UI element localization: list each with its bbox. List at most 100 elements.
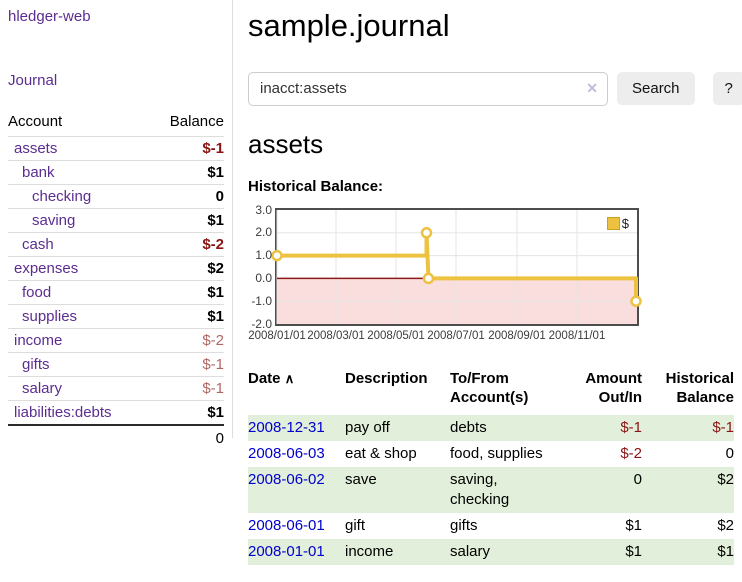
account-balance: $-1 — [149, 376, 224, 401]
col-balance: Historical Balance — [665, 369, 734, 406]
account-link[interactable]: expenses — [14, 260, 79, 277]
y-tick-label: 0.0 — [255, 271, 272, 286]
account-link[interactable]: liabilities:debts — [14, 404, 112, 421]
account-name-cell: bank — [8, 160, 150, 185]
y-tick-label: 3.0 — [255, 202, 272, 217]
txn-amount: $1 — [625, 542, 642, 560]
account-row: liabilities:debts $1 — [8, 400, 224, 426]
x-tick-label: 2008/09/01 — [488, 329, 546, 342]
txn-date-cell: 2008-06-03 — [248, 441, 345, 467]
account-link[interactable]: checking — [32, 188, 92, 205]
account-balance: $1 — [149, 160, 224, 185]
txn-description: gift — [345, 516, 366, 534]
account-row: expenses $2 — [8, 256, 224, 281]
account-name-cell: cash — [8, 232, 150, 257]
account-row: food $1 — [8, 280, 224, 305]
account-name-cell: supplies — [8, 304, 150, 329]
account-balance: $1 — [149, 280, 224, 305]
chart-label: Historical Balance: — [248, 177, 384, 195]
account-row: salary $-1 — [8, 376, 224, 401]
txn-accounts: saving, checking — [450, 470, 510, 508]
txn-balance: $-1 — [712, 418, 734, 436]
txn-date-cell: 2008-06-02 — [248, 467, 345, 513]
account-row: supplies $1 — [8, 304, 224, 329]
account-balance: $-2 — [149, 232, 224, 257]
txn-accounts: salary — [450, 542, 491, 560]
chart-canvas — [271, 209, 642, 324]
x-tick-label: 2008/01/01 — [248, 329, 306, 342]
txn-amount: 0 — [633, 470, 642, 488]
txn-accounts: food, supplies — [450, 444, 543, 462]
txn-date-link[interactable]: 2008-06-02 — [248, 470, 325, 488]
account-balance: $1 — [149, 400, 224, 426]
txn-balance: $2 — [717, 516, 734, 534]
page-title: sample.journal — [248, 8, 450, 43]
legend-swatch-icon — [606, 216, 620, 230]
sidebar-item-journal[interactable]: Journal — [8, 72, 58, 89]
account-balance: $-1 — [149, 352, 224, 377]
account-name-cell: salary — [8, 376, 150, 401]
txn-date-cell: 2008-12-31 — [248, 415, 345, 441]
account-name-cell: liabilities:debts — [8, 400, 150, 426]
accounts-col-balance: Balance — [149, 110, 224, 137]
register-row: 2008-01-01 income salary $1 $1 — [248, 538, 734, 565]
account-row: bank $1 — [8, 160, 224, 185]
account-balance: 0 — [149, 184, 224, 209]
account-row: cash $-2 — [8, 232, 224, 257]
txn-date-cell: 2008-01-01 — [248, 539, 345, 565]
accounts-total-row: 0 — [8, 424, 224, 451]
accounts-table: Account Balance assets $-1 bank $1 — [8, 110, 224, 451]
app-brand-link[interactable]: hledger-web — [8, 8, 91, 25]
account-balance: $-2 — [149, 328, 224, 353]
txn-amount: $-1 — [620, 418, 642, 436]
sidebar: hledger-web Journal Account Balance asse… — [0, 0, 233, 451]
register-row: 2008-06-02 save saving, checking 0 $2 — [248, 466, 734, 513]
account-link[interactable]: income — [14, 332, 63, 349]
txn-amount: $1 — [625, 516, 642, 534]
search-input[interactable] — [248, 71, 608, 106]
account-name-cell: assets — [8, 136, 150, 161]
account-link[interactable]: gifts — [22, 356, 50, 373]
txn-date-link[interactable]: 2008-06-03 — [248, 444, 325, 462]
col-accounts: To/From Account(s) — [450, 369, 529, 406]
account-link[interactable]: saving — [32, 212, 76, 229]
account-link[interactable]: food — [22, 284, 52, 301]
register-row: 2008-06-01 gift gifts $1 $2 — [248, 513, 734, 539]
x-tick-label: 2008/11/01 — [548, 329, 606, 342]
clear-search-icon[interactable]: ✕ — [586, 79, 598, 96]
register-row: 2008-12-31 pay off debts $-1 $-1 — [248, 414, 734, 441]
y-tick-label: 2.0 — [255, 225, 272, 240]
col-description: Description — [345, 369, 428, 387]
account-link[interactable]: assets — [14, 140, 58, 157]
help-button[interactable]: ? — [712, 72, 742, 106]
y-tick-label: -1.0 — [251, 293, 272, 308]
col-amount: Amount Out/In — [585, 369, 642, 406]
account-link[interactable]: salary — [22, 380, 63, 397]
historical-balance-chart: $ 3.0 2.0 1.0 0.0 -1.0 -2.0 2008/01/01 2008/03/… — [248, 202, 734, 344]
txn-accounts: gifts — [450, 516, 478, 534]
account-link[interactable]: supplies — [22, 308, 78, 325]
register-header-row: Date ∧ Description To/From Account(s) Am… — [248, 367, 734, 415]
txn-date-link[interactable]: 2008-01-01 — [248, 542, 325, 560]
account-balance: $-1 — [149, 136, 224, 161]
account-link[interactable]: cash — [22, 236, 54, 253]
account-row: checking 0 — [8, 184, 224, 209]
x-tick-label: 2008/03/01 — [307, 329, 365, 342]
account-name-cell: gifts — [8, 352, 150, 377]
search-button[interactable]: Search — [617, 72, 695, 106]
register-table: Date ∧ Description To/From Account(s) Am… — [248, 367, 734, 565]
x-tick-label: 2008/05/01 — [367, 329, 425, 342]
txn-date-link[interactable]: 2008-06-01 — [248, 516, 325, 534]
col-date[interactable]: Date ∧ — [248, 369, 295, 387]
chart-plot: $ — [271, 207, 642, 326]
account-name-cell: food — [8, 280, 150, 305]
txn-description: eat & shop — [345, 444, 417, 462]
txn-date-cell: 2008-06-01 — [248, 513, 345, 539]
chart-legend: $ — [604, 214, 631, 232]
search-form: ✕ Search ? — [248, 71, 742, 106]
txn-balance: 0 — [725, 444, 734, 462]
account-link[interactable]: bank — [22, 164, 55, 181]
legend-label: $ — [621, 215, 629, 231]
txn-balance: $2 — [717, 470, 734, 488]
txn-date-link[interactable]: 2008-12-31 — [248, 418, 325, 436]
